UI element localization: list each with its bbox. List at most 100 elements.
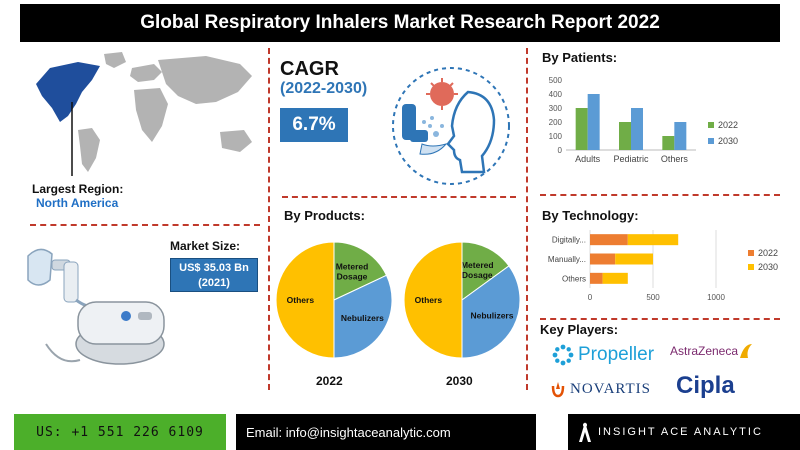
- footer-phone: US: +1 551 226 6109: [14, 414, 226, 450]
- divider-right-h2: [540, 318, 780, 320]
- nebulizer-illustration: [27, 248, 165, 365]
- footer-brand: INSIGHT ACE ANALYTIC: [568, 414, 800, 450]
- footer-email: Email: info@insightaceanalytic.com: [236, 414, 536, 450]
- pie-2030-slice: [403, 241, 463, 359]
- pie-2022-label: Metered: [336, 262, 369, 272]
- tech-ytick: Manually...: [548, 255, 586, 264]
- patients-ytick: 500: [549, 76, 563, 85]
- key-players-title: Key Players:: [540, 322, 619, 337]
- pie-2030-label: Metered: [461, 260, 494, 270]
- market-size-label: Market Size:: [170, 239, 241, 253]
- patients-ytick: 0: [558, 146, 563, 155]
- tech-ytick: Others: [562, 274, 586, 283]
- player-novartis: NOVARTIS: [550, 380, 651, 398]
- cagr-years: (2022-2030): [280, 80, 368, 97]
- map-asia: [158, 56, 252, 104]
- tech-bar-2030: [602, 272, 628, 284]
- market-size-value: US$ 35.03 Bn: [179, 262, 249, 274]
- market-size-year: (2021): [198, 277, 230, 289]
- virus-icon: [426, 78, 458, 110]
- pie-2030-slice: [461, 241, 510, 301]
- map-north-america: [36, 62, 100, 122]
- divider-right-h1: [540, 194, 780, 196]
- patients-bar-2030: [587, 94, 600, 150]
- tech-bar-2022: [590, 234, 628, 246]
- tech-xtick: 500: [646, 293, 660, 302]
- patients-bar-2030: [631, 108, 643, 150]
- largest-region-label: Largest Region:: [32, 182, 124, 196]
- tech-legend-label: 2030: [758, 262, 778, 272]
- pie-2022-slice: [333, 241, 388, 301]
- propeller-logo-text: Propeller: [578, 344, 655, 365]
- market-size-box: US$ 35.03 Bn (2021): [170, 258, 258, 292]
- map-south-america: [78, 128, 100, 172]
- report-title: Global Respiratory Inhalers Market Resea…: [20, 4, 780, 42]
- pie-2022-year: 2022: [316, 374, 343, 388]
- map-greenland: [104, 52, 126, 68]
- pie-2022-slice: [275, 241, 335, 359]
- tech-bar-2022: [590, 253, 616, 265]
- largest-region-value: North America: [36, 196, 119, 210]
- pie-2030-label: Others: [415, 295, 443, 305]
- patients-section-title: By Patients:: [542, 50, 618, 65]
- astrazeneca-logo-text: AstraZeneca: [670, 344, 739, 358]
- patients-legend-swatch: [708, 138, 714, 144]
- player-propeller: Propeller: [552, 344, 654, 366]
- tech-legend-label: 2022: [758, 248, 778, 258]
- tech-bar-2030: [615, 253, 653, 265]
- map-africa: [134, 88, 168, 142]
- cagr-value: 6.7%: [280, 108, 348, 142]
- novartis-logo-text: NOVARTIS: [570, 380, 652, 397]
- patients-ytick: 300: [549, 104, 563, 113]
- patients-bar-2022: [619, 122, 631, 150]
- face-icon: [446, 90, 496, 174]
- patients-ytick: 200: [549, 118, 563, 127]
- map-australia: [220, 130, 252, 152]
- divider-left-h: [30, 224, 260, 226]
- pie-2030-label: Nebulizers: [470, 310, 513, 320]
- player-astrazeneca: AstraZeneca: [670, 342, 754, 360]
- patients-bar-2030: [674, 122, 687, 150]
- propeller-logo-icon: [552, 344, 574, 366]
- patients-xtick: Adults: [575, 154, 601, 164]
- brand-logo-icon: [579, 422, 591, 442]
- tech-xtick: 0: [588, 293, 593, 302]
- tech-ytick: Digitally...: [552, 236, 586, 245]
- divider-mid-h: [282, 196, 516, 198]
- divider-right: [526, 48, 528, 390]
- astrazeneca-logo-icon: [740, 344, 753, 358]
- spray-icon: [422, 116, 444, 137]
- patients-ytick: 400: [549, 90, 563, 99]
- patients-ytick: 100: [549, 132, 563, 141]
- pie-2022-label: Others: [287, 295, 315, 305]
- inhaler-icon: [402, 104, 428, 142]
- patients-xtick: Pediatric: [613, 154, 649, 164]
- technology-bar-chart: 0 500 1000 Digitally... Manually... Others 202…: [548, 230, 778, 302]
- tech-legend-swatch: [748, 264, 754, 270]
- pie-2030-slice: [461, 265, 521, 359]
- patients-bar-2022: [575, 108, 588, 150]
- patients-legend-swatch: [708, 122, 714, 128]
- map-europe: [130, 64, 162, 82]
- products-section-title: By Products:: [284, 208, 365, 223]
- cagr-title: CAGR: [280, 58, 339, 80]
- patients-legend-label: 2022: [718, 120, 738, 130]
- technology-section-title: By Technology:: [542, 208, 639, 223]
- brand-name: INSIGHT ACE ANALYTIC: [598, 426, 763, 438]
- pie-2030-label: Dosage: [462, 270, 493, 280]
- patients-bar-chart: 0 100 200 300 400 500 Adults Pediatric Others 202…: [549, 76, 738, 164]
- patients-legend-label: 2030: [718, 136, 738, 146]
- player-cipla: Cipla: [676, 372, 735, 400]
- pie-2030-year: 2030: [446, 374, 473, 388]
- inhaler-illustration: [392, 67, 510, 185]
- divider-left: [268, 48, 270, 390]
- tech-xtick: 1000: [707, 293, 725, 302]
- tech-bar-2030: [627, 234, 679, 246]
- cipla-logo-text: Cipla: [676, 372, 735, 399]
- pie-2022-label: Nebulizers: [341, 313, 384, 323]
- novartis-logo-icon: [551, 382, 565, 398]
- tech-bar-2022: [590, 272, 603, 284]
- pie-2022-label: Dosage: [337, 272, 368, 282]
